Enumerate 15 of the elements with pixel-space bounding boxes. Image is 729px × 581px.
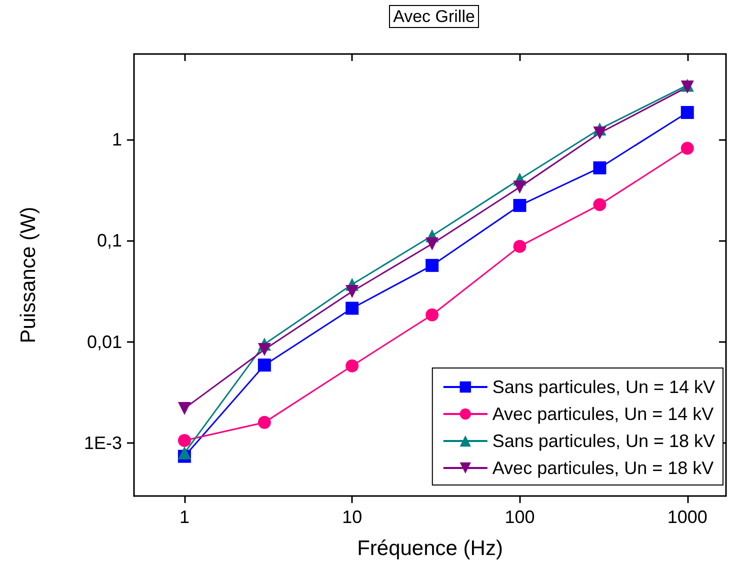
legend-label: Avec particules, Un = 18 kV: [492, 458, 714, 478]
x-tick-label: 1000: [667, 507, 708, 527]
x-tick-label: 10: [342, 507, 362, 527]
y-tick-label: 1: [112, 130, 122, 150]
y-axis-title: Puissance (W): [17, 206, 40, 344]
legend-label: Avec particules, Un = 14 kV: [492, 404, 714, 424]
x-tick-label: 1: [179, 507, 190, 527]
x-axis-title: Fréquence (Hz): [357, 537, 503, 560]
chart-title: Avec Grille: [393, 7, 475, 26]
y-tick-label: 0,01: [86, 332, 122, 352]
legend-label: Sans particules, Un = 18 kV: [492, 431, 716, 451]
y-tick-label: 0,1: [96, 230, 122, 251]
y-tick-label: 1E-3: [84, 433, 122, 454]
x-tick-label: 100: [504, 507, 535, 527]
legend-label: Sans particules, Un = 14 kV: [492, 377, 716, 397]
